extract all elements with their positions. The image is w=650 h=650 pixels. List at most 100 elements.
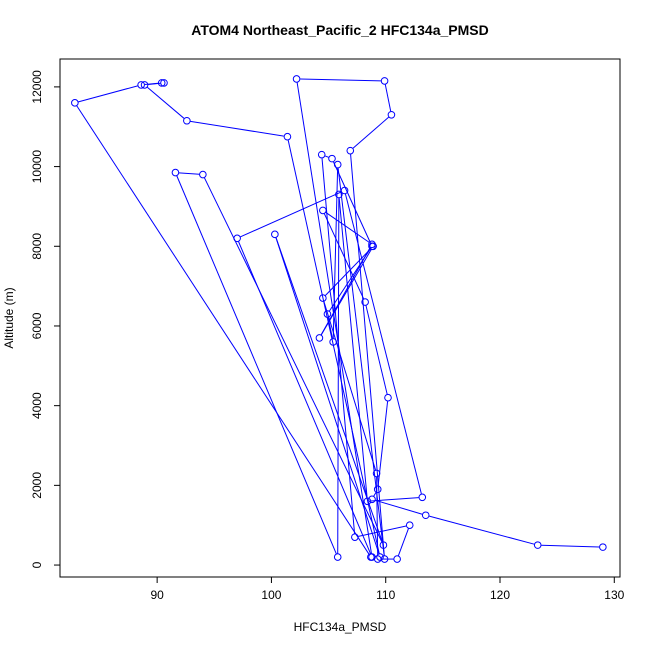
x-axis-label: HFC134a_PMSD: [294, 620, 387, 634]
data-point: [380, 555, 389, 563]
data-point: [319, 206, 327, 215]
series-segment: [287, 140, 380, 554]
y-tick-label: 6000: [30, 312, 44, 339]
series-segment: [337, 198, 340, 554]
series-segment: [190, 120, 284, 137]
data-point: [233, 234, 241, 243]
series-segment: [144, 82, 159, 86]
data-point: [368, 242, 376, 251]
series-segment: [178, 172, 200, 175]
data-point: [137, 81, 145, 89]
data-point: [368, 240, 376, 249]
series-segment: [384, 84, 392, 112]
series-segment: [176, 175, 337, 554]
data-point: [171, 168, 180, 177]
series-segment: [146, 86, 185, 119]
data-point: [317, 150, 326, 159]
data-point: [367, 553, 375, 561]
y-tick-label: 12000: [30, 70, 44, 104]
series-segment: [370, 497, 419, 502]
series-segment: [375, 499, 423, 515]
data-point: [533, 541, 542, 549]
x-tick-label: 130: [604, 588, 624, 602]
data-point: [361, 298, 369, 306]
data-point: [333, 553, 342, 561]
data-point: [340, 186, 349, 195]
data-point: [329, 338, 337, 346]
data-point: [387, 110, 396, 119]
series-segment: [397, 528, 409, 556]
series-segment: [350, 154, 385, 556]
y-tick-label: 10000: [30, 150, 44, 184]
series-segment: [323, 213, 365, 300]
data-point: [315, 334, 324, 342]
series-segment: [333, 161, 371, 244]
data-point: [351, 533, 359, 541]
data-point: [160, 79, 168, 87]
y-axis: 0 2000 4000 6000 8000 10000 12000: [30, 70, 61, 568]
y-tick-label: 0: [30, 561, 44, 568]
series-segment: [325, 212, 370, 243]
series-segment: [328, 249, 371, 312]
x-tick-label: 120: [490, 588, 510, 602]
series-segment: [323, 301, 376, 471]
data-point: [363, 497, 372, 506]
series-segment: [296, 82, 372, 554]
series-segment: [541, 544, 600, 548]
series-segment: [338, 198, 368, 498]
data-point: [380, 77, 389, 85]
data-point: [346, 146, 355, 155]
y-axis-label: Altitude (m): [2, 287, 16, 348]
data-point: [335, 190, 343, 199]
data-point: [418, 493, 427, 502]
series-segment: [352, 116, 390, 149]
series-segment: [240, 191, 342, 238]
y-tick-label: 4000: [30, 392, 44, 419]
series-segment: [78, 85, 138, 103]
series-segment: [373, 492, 377, 497]
plot-frame: [59, 58, 621, 578]
data-point: [599, 543, 607, 551]
series-segment: [327, 317, 333, 339]
series-segment: [275, 237, 380, 554]
data-point: [393, 555, 401, 563]
data-point: [271, 230, 279, 239]
data-point: [372, 469, 381, 478]
x-tick-label: 100: [261, 588, 281, 602]
x-tick-label: 110: [376, 588, 395, 602]
data-point: [319, 294, 327, 302]
data-point: [140, 81, 149, 89]
series-segment: [300, 78, 381, 82]
series-segment: [332, 168, 339, 339]
chart-title: ATOM4 Northeast_Pacific_2 HFC134a_PMSD: [191, 22, 488, 38]
y-tick-label: 2000: [30, 472, 44, 499]
data-point: [405, 521, 414, 530]
series-segment: [429, 515, 535, 545]
data-point: [368, 495, 376, 504]
data-point: [157, 79, 166, 87]
data-point: [71, 99, 79, 107]
data-point: [379, 541, 388, 549]
series-segment: [344, 193, 422, 494]
data-point: [292, 75, 301, 83]
series-layer: [71, 75, 607, 563]
data-point: [333, 160, 342, 169]
series-segment: [337, 168, 385, 556]
data-point: [421, 511, 430, 520]
data-point: [384, 393, 392, 402]
series-segment: [324, 155, 329, 158]
data-point: [283, 132, 292, 141]
x-axis: 90 100 110 120 130: [150, 576, 625, 602]
x-tick-label: 90: [150, 588, 164, 602]
data-point: [199, 170, 207, 179]
data-point: [323, 310, 332, 318]
y-tick-label: 8000: [30, 233, 44, 260]
data-point: [183, 116, 191, 125]
series-segment: [365, 305, 388, 395]
series-segment: [275, 237, 383, 542]
data-point: [376, 553, 384, 561]
series-segment: [76, 105, 370, 555]
data-point: [328, 154, 336, 163]
data-point: [373, 485, 382, 494]
